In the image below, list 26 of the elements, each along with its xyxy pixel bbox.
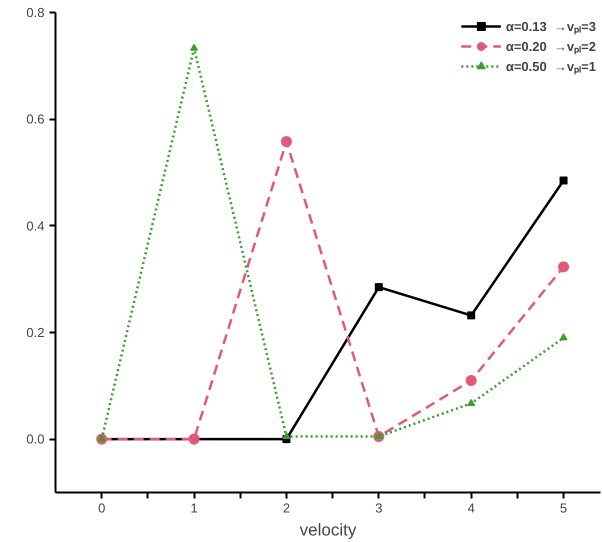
point [467,398,476,406]
x-tick-label: 3 [375,500,382,516]
point [374,283,383,292]
point [280,136,292,148]
x-tick-label: 1 [190,500,198,516]
x-tick-label: 4 [468,500,475,516]
y-tick-label: 0.2 [26,325,45,340]
point [466,375,477,386]
x-axis-title: velocity [300,520,357,540]
point [560,333,568,340]
y-tick-label: 0.6 [26,112,45,127]
y-tick-label: 0.0 [26,432,45,447]
point [467,311,476,320]
x-tick-label: 0 [98,500,106,516]
x-tick-label: 5 [560,500,568,516]
point [282,432,290,440]
x-tick-label: 2 [282,500,290,516]
point [558,261,570,272]
point [190,44,198,51]
legend-label: α=0.50 →vₚₗ=1 [506,58,596,75]
y-tick-label: 0.8 [26,5,45,20]
legend-label: α=0.20 →vₚₗ=2 [506,38,596,55]
legend-label: α=0.13 →vₚₗ=3 [506,18,596,35]
point [374,432,383,440]
y-tick-label: 0.4 [26,218,45,234]
point [560,176,568,184]
